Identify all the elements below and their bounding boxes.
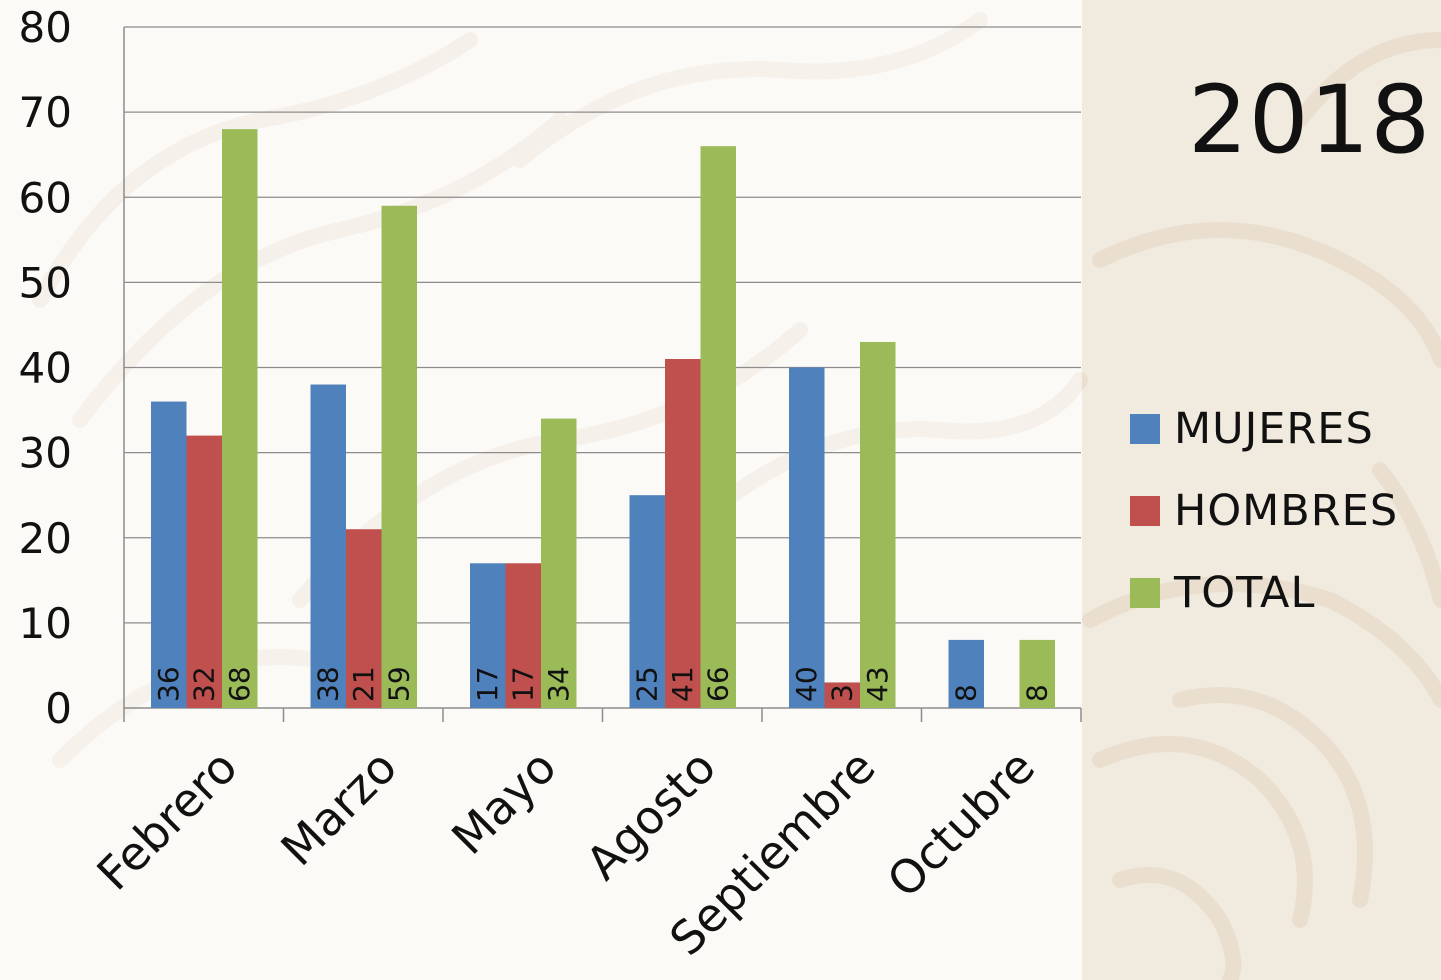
legend-item-hombres: HOMBRES	[1130, 470, 1398, 552]
legend-label-hombres: HOMBRES	[1174, 486, 1399, 536]
legend-swatch-hombres	[1130, 496, 1160, 526]
data-label: 59	[382, 666, 415, 702]
data-label: 32	[187, 666, 220, 702]
data-label: 17	[471, 666, 504, 702]
data-label: 17	[506, 666, 539, 702]
data-label: 36	[152, 666, 185, 702]
data-label: 21	[347, 666, 380, 702]
bar-mujeres-mayo	[470, 563, 506, 708]
data-label: 38	[311, 666, 344, 702]
side-panel	[1082, 0, 1441, 980]
data-label: 3	[825, 684, 858, 702]
bar-total-febrero	[222, 129, 258, 708]
bar-hombres-septiembre	[824, 682, 860, 708]
bar-total-marzo	[381, 205, 417, 708]
x-tick-label: Octubre	[877, 740, 1045, 908]
bar-mujeres-septiembre	[789, 367, 825, 708]
bar-hombres-mayo	[505, 563, 541, 708]
bar-mujeres-octubre	[948, 639, 984, 708]
data-label: 43	[861, 666, 894, 702]
y-tick-label: 20	[19, 514, 72, 563]
bar-total-octubre	[1019, 639, 1055, 708]
legend-item-mujeres: MUJERES	[1130, 388, 1398, 470]
data-label: 8	[949, 684, 982, 702]
legend-label-mujeres: MUJERES	[1174, 404, 1374, 454]
y-tick-label: 40	[19, 344, 72, 393]
bar-mujeres-agosto	[629, 495, 665, 708]
data-label: 66	[701, 666, 734, 702]
y-tick-label: 10	[19, 599, 72, 648]
y-tick-label: 60	[19, 173, 72, 222]
legend-item-total: TOTAL	[1130, 552, 1398, 634]
y-tick-label: 70	[19, 88, 72, 137]
bar-hombres-febrero	[186, 435, 222, 708]
data-label: 41	[666, 666, 699, 702]
y-tick-label: 30	[19, 429, 72, 478]
legend: MUJERES HOMBRES TOTAL	[1130, 388, 1398, 634]
legend-swatch-total	[1130, 578, 1160, 608]
bar-total-mayo	[541, 418, 577, 708]
data-label: 68	[223, 666, 256, 702]
bar-total-agosto	[700, 146, 736, 709]
y-tick-label: 0	[45, 684, 72, 733]
bar-hombres-agosto	[665, 358, 701, 708]
bar-mujeres-marzo	[310, 384, 346, 708]
bar-hombres-marzo	[346, 529, 382, 708]
bar-total-septiembre	[860, 341, 896, 708]
x-tick-label: Mayo	[441, 740, 566, 865]
data-label: 8	[1020, 684, 1053, 702]
y-tick-label: 80	[19, 3, 72, 52]
data-label: 34	[542, 666, 575, 702]
x-tick-label: Marzo	[271, 740, 408, 877]
bar-mujeres-febrero	[151, 401, 187, 708]
bar-chart: 0 10 20 30 40 50 60 70 80 36 38 17 25 40 8 32 21 17 41 3 68 5…	[19, 3, 1082, 966]
data-label: 25	[630, 666, 663, 702]
data-label: 40	[790, 666, 823, 702]
year-title: 2018	[1188, 66, 1432, 175]
legend-label-total: TOTAL	[1174, 568, 1316, 618]
legend-swatch-mujeres	[1130, 414, 1160, 444]
x-tick-label: Febrero	[87, 740, 248, 901]
y-tick-label: 50	[19, 258, 72, 307]
x-tick-label: Agosto	[575, 740, 726, 891]
